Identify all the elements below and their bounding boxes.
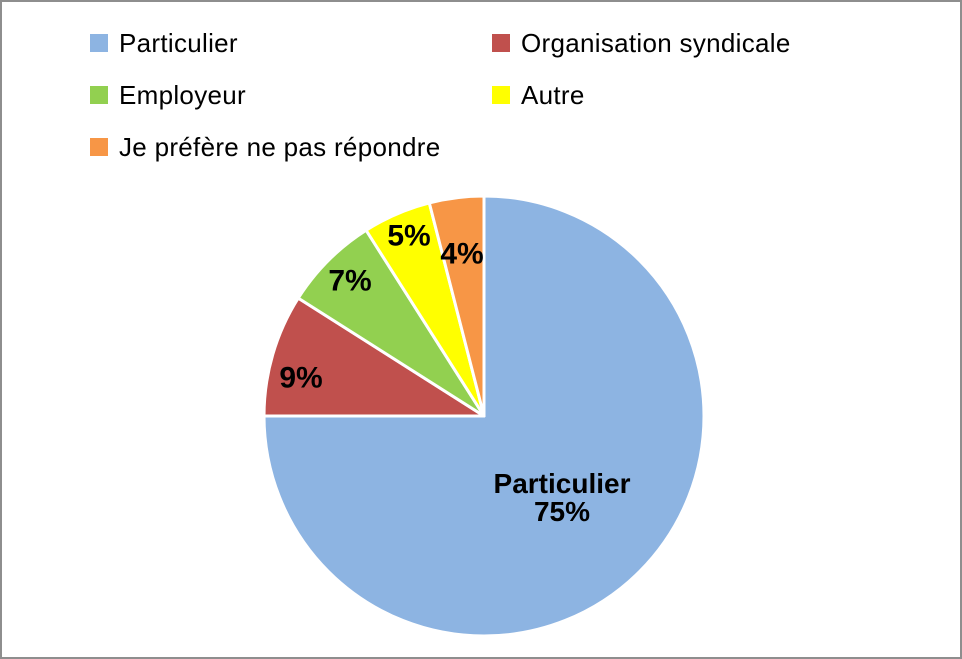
- legend-swatch-icon: [492, 34, 510, 52]
- pie-data-label-autre: 5%: [387, 220, 430, 253]
- legend-label: Employeur: [119, 79, 246, 110]
- legend: Particulier Organisation syndicale Employe…: [90, 24, 791, 166]
- legend-label: Organisation syndicale: [521, 27, 791, 58]
- legend-item-employeur: Employeur: [90, 76, 492, 114]
- pie-data-label-particulier: Particulier 75%: [494, 468, 631, 527]
- pie-data-label-je-prefere-ne-pas-repondre: 4%: [440, 238, 483, 271]
- legend-swatch-icon: [90, 34, 108, 52]
- legend-swatch-icon: [90, 138, 108, 156]
- legend-label: Particulier: [119, 27, 238, 58]
- legend-item-autre: Autre: [492, 76, 791, 114]
- legend-item-je-prefere-ne-pas-repondre: Je préfère ne pas répondre: [90, 128, 492, 166]
- legend-label: Autre: [521, 79, 585, 110]
- legend-item-organisation-syndicale: Organisation syndicale: [492, 24, 791, 62]
- pie-slice-je-prefere-ne-pas-repondre: [427, 194, 486, 418]
- legend-label: Je préfère ne pas répondre: [119, 131, 441, 162]
- pie-slice-organisation-syndicale: [262, 296, 486, 418]
- pie-data-label-employeur: 7%: [328, 265, 371, 298]
- legend-swatch-icon: [492, 86, 510, 104]
- legend-item-particulier: Particulier: [90, 24, 492, 62]
- pie-data-label-organisation-syndicale: 9%: [279, 362, 322, 395]
- legend-swatch-icon: [90, 86, 108, 104]
